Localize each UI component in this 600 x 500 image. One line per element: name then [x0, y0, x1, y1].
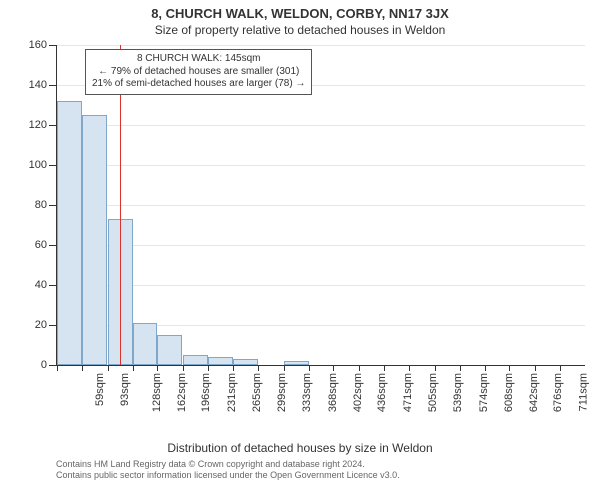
- x-tick-label: 676sqm: [553, 373, 565, 412]
- x-tick-label: 574sqm: [478, 373, 490, 412]
- chart-title-main: 8, CHURCH WALK, WELDON, CORBY, NN17 3JX: [0, 0, 600, 21]
- y-tick-label: 80: [35, 199, 57, 211]
- chart-area: Number of detached properties 0204060801…: [0, 39, 600, 439]
- x-tick: [560, 365, 561, 371]
- gridline: [57, 45, 585, 46]
- annotation-line: 21% of semi-detached houses are larger (…: [92, 78, 305, 91]
- x-tick-label: 711sqm: [577, 373, 589, 411]
- x-tick: [233, 365, 234, 371]
- x-tick-label: 505sqm: [427, 373, 439, 412]
- x-tick: [535, 365, 536, 371]
- x-tick-label: 368sqm: [327, 373, 339, 412]
- annotation-line: 8 CHURCH WALK: 145sqm: [92, 53, 305, 66]
- y-tick-label: 40: [35, 279, 57, 291]
- x-tick: [333, 365, 334, 371]
- x-tick: [57, 365, 58, 371]
- x-tick: [309, 365, 310, 371]
- histogram-bar: [208, 357, 233, 365]
- x-tick-label: 539sqm: [452, 373, 464, 412]
- gridline: [57, 125, 585, 126]
- x-tick: [183, 365, 184, 371]
- x-tick-label: 265sqm: [251, 373, 263, 412]
- x-tick: [208, 365, 209, 371]
- y-tick-label: 0: [41, 359, 57, 371]
- histogram-bar: [233, 359, 258, 365]
- x-tick: [509, 365, 510, 371]
- histogram-bar: [133, 323, 158, 365]
- y-tick-label: 20: [35, 319, 57, 331]
- gridline: [57, 285, 585, 286]
- x-tick: [359, 365, 360, 371]
- x-tick: [258, 365, 259, 371]
- x-tick: [435, 365, 436, 371]
- chart-title-sub: Size of property relative to detached ho…: [0, 23, 600, 37]
- x-tick: [460, 365, 461, 371]
- histogram-bar: [57, 101, 82, 365]
- x-tick-label: 299sqm: [276, 373, 288, 412]
- x-tick-label: 196sqm: [201, 373, 213, 412]
- x-tick: [284, 365, 285, 371]
- x-tick-label: 162sqm: [176, 373, 188, 412]
- x-tick: [409, 365, 410, 371]
- gridline: [57, 205, 585, 206]
- x-tick: [485, 365, 486, 371]
- gridline: [57, 245, 585, 246]
- x-tick-label: 608sqm: [503, 373, 515, 412]
- x-tick: [384, 365, 385, 371]
- x-tick-label: 402sqm: [352, 373, 364, 412]
- y-tick-label: 60: [35, 239, 57, 251]
- x-tick: [82, 365, 83, 371]
- x-tick-label: 642sqm: [528, 373, 540, 412]
- plot-region: 02040608010012014016059sqm93sqm128sqm162…: [56, 45, 585, 366]
- footer-line: Contains HM Land Registry data © Crown c…: [56, 459, 592, 470]
- x-tick: [157, 365, 158, 371]
- y-tick-label: 100: [29, 159, 57, 171]
- x-tick-label: 128sqm: [151, 373, 163, 412]
- x-tick-label: 231sqm: [226, 373, 238, 412]
- x-tick-label: 333sqm: [301, 373, 313, 412]
- footer-line: Contains public sector information licen…: [56, 470, 592, 481]
- x-tick-label: 59sqm: [94, 373, 106, 406]
- x-tick: [108, 365, 109, 371]
- histogram-bar: [82, 115, 107, 365]
- histogram-bar: [284, 361, 309, 365]
- x-tick-label: 93sqm: [119, 373, 131, 406]
- y-tick-label: 120: [29, 119, 57, 131]
- histogram-bar: [183, 355, 208, 365]
- gridline: [57, 165, 585, 166]
- x-tick-label: 471sqm: [402, 373, 414, 412]
- x-axis-label: Distribution of detached houses by size …: [0, 441, 600, 455]
- x-tick-label: 436sqm: [377, 373, 389, 412]
- histogram-bar: [157, 335, 182, 365]
- annotation-line: ← 79% of detached houses are smaller (30…: [92, 66, 305, 79]
- annotation-box: 8 CHURCH WALK: 145sqm ← 79% of detached …: [85, 49, 312, 95]
- y-tick-label: 160: [29, 39, 57, 51]
- x-tick: [133, 365, 134, 371]
- y-tick-label: 140: [29, 79, 57, 91]
- footer-attribution: Contains HM Land Registry data © Crown c…: [0, 455, 600, 482]
